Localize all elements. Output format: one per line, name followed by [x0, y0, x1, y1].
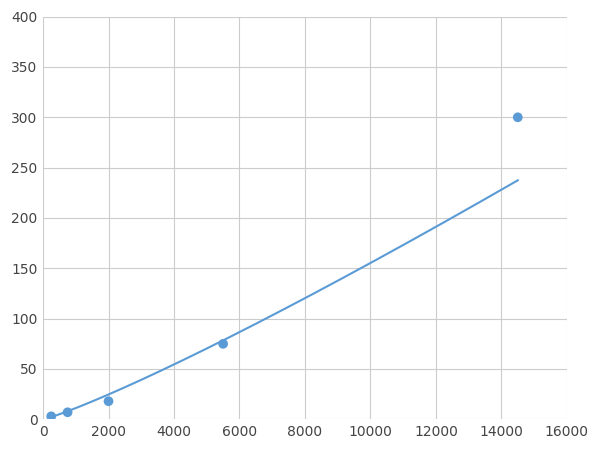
Point — [63, 409, 73, 416]
Point — [46, 413, 56, 420]
Point — [513, 114, 523, 121]
Point — [104, 398, 113, 405]
Point — [218, 340, 228, 347]
